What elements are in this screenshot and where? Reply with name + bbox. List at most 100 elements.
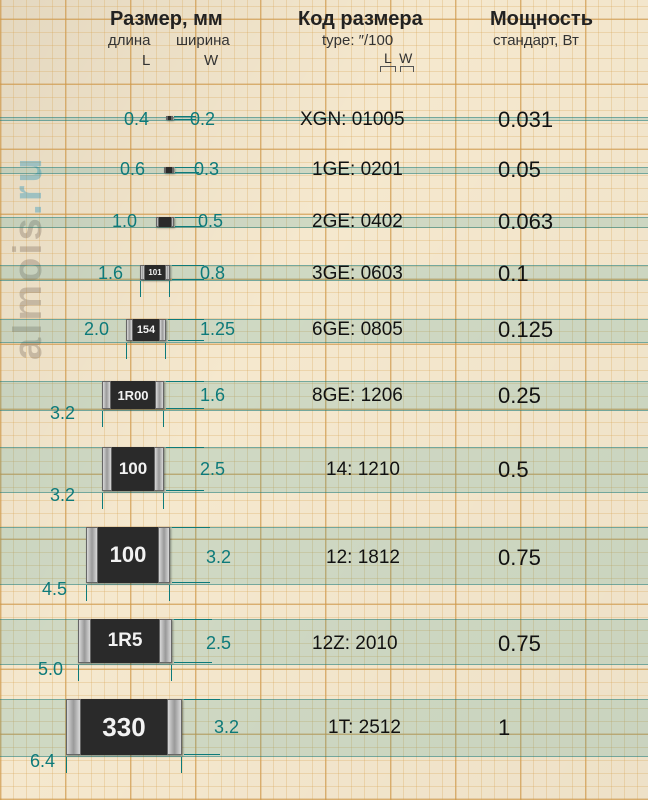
width-value: 0.5 [198, 211, 223, 232]
dimension-length [126, 343, 166, 351]
width-value: 3.2 [214, 717, 239, 738]
resistor-chip [156, 217, 174, 227]
table-row: 1R00 3.2 1.6 8GE: 1206 0.25 [0, 367, 648, 431]
table-row: 100 3.2 2.5 14: 1210 0.5 [0, 437, 648, 513]
content: Размер, мм длина ширина L W Код размера … [0, 0, 648, 800]
table-row: 101 1.6 0.8 3GE: 0603 0.1 [0, 247, 648, 301]
dimension-length [86, 585, 170, 593]
dimension-width [174, 116, 186, 120]
dimension-length [140, 281, 170, 289]
header-power-sub: стандарт, Вт [493, 32, 579, 49]
header-LW: L W [384, 50, 414, 66]
dimension-length [78, 665, 172, 673]
size-code: 14: 1210 [326, 459, 400, 481]
header-code-title: Код размера [298, 8, 423, 31]
resistor-chip: 100 [86, 527, 170, 583]
size-code: 12Z: 2010 [312, 633, 398, 655]
header-L: L [142, 52, 150, 69]
size-code: XGN: 01005 [300, 109, 405, 131]
power-value: 0.25 [498, 383, 541, 409]
length-value: 3.2 [50, 485, 75, 506]
chip-label: 100 [119, 459, 147, 479]
width-value: 0.2 [190, 109, 215, 130]
size-code: 12: 1812 [326, 547, 400, 569]
size-code: 6GE: 0805 [312, 319, 403, 341]
length-value: 3.2 [50, 403, 75, 424]
power-value: 0.75 [498, 631, 541, 657]
power-value: 0.125 [498, 317, 553, 343]
table-row: 100 4.5 3.2 12: 1812 0.75 [0, 519, 648, 605]
length-value: 5.0 [38, 659, 63, 680]
power-value: 0.5 [498, 457, 529, 483]
power-value: 0.063 [498, 209, 553, 235]
size-code: 8GE: 1206 [312, 385, 403, 407]
dimension-width [175, 167, 189, 173]
dimension-width [168, 319, 194, 341]
width-value: 0.8 [200, 263, 225, 284]
chip-label: 1R00 [117, 388, 148, 403]
dimension-width [166, 381, 194, 409]
header-W: W [204, 52, 218, 69]
width-value: 2.5 [206, 633, 231, 654]
dimension-width [174, 619, 202, 663]
power-value: 0.031 [498, 107, 553, 133]
resistor-chip [166, 116, 173, 120]
table-row: 1.0 0.5 2GE: 0402 0.063 [0, 193, 648, 248]
length-value: 4.5 [42, 579, 67, 600]
width-value: 1.25 [200, 319, 235, 340]
row-highlight [0, 447, 648, 493]
table-row: 0.6 0.3 1GE: 0201 0.05 [0, 141, 648, 194]
dimension-width [184, 699, 210, 755]
resistor-chip: 1R5 [78, 619, 172, 663]
header-size-title: Размер, мм [110, 8, 223, 31]
size-code: 1T: 2512 [328, 717, 401, 739]
power-value: 0.05 [498, 157, 541, 183]
power-value: 0.1 [498, 261, 529, 287]
chip-label: 330 [102, 712, 145, 743]
length-value: 0.4 [124, 109, 149, 130]
header-power-title: Мощность [490, 8, 593, 31]
table-row: 0.4 0.2 XGN: 01005 0.031 [0, 87, 648, 141]
chip-label: 101 [148, 268, 161, 277]
dimension-width [175, 217, 193, 227]
chip-label: 1R5 [108, 630, 143, 652]
dimension-length [66, 757, 182, 765]
size-code: 1GE: 0201 [312, 159, 403, 181]
header: Размер, мм длина ширина L W Код размера … [0, 4, 648, 82]
dimension-width [166, 447, 194, 491]
resistor-chip: 154 [126, 319, 166, 341]
size-code: 2GE: 0402 [312, 211, 403, 233]
resistor-chip: 100 [102, 447, 164, 491]
power-value: 0.75 [498, 545, 541, 571]
length-value: 2.0 [84, 319, 109, 340]
table-row: 330 6.4 3.2 1T: 2512 1 [0, 691, 648, 777]
chip-label: 100 [110, 542, 147, 568]
width-value: 0.3 [194, 159, 219, 180]
dimension-length [102, 493, 164, 501]
header-len-sub: длина [108, 32, 151, 49]
table-row: 1R5 5.0 2.5 12Z: 2010 0.75 [0, 611, 648, 685]
rows-container: 0.4 0.2 XGN: 01005 0.031 0.6 0.3 1GE: 0201 0.05… [0, 75, 648, 800]
resistor-chip: 1R00 [102, 381, 164, 409]
width-value: 3.2 [206, 547, 231, 568]
chip-label: 154 [137, 324, 155, 336]
width-value: 1.6 [200, 385, 225, 406]
width-value: 2.5 [200, 459, 225, 480]
bracket-L [380, 66, 396, 72]
length-value: 1.0 [112, 211, 137, 232]
resistor-chip: 330 [66, 699, 182, 755]
power-value: 1 [498, 715, 510, 741]
resistor-chip [164, 167, 174, 173]
resistor-chip: 101 [140, 265, 170, 280]
header-code-sub: type: ″/100 [322, 32, 393, 49]
bracket-W [400, 66, 414, 72]
dimension-length [102, 411, 164, 419]
header-wid-sub: ширина [176, 32, 230, 49]
length-value: 6.4 [30, 751, 55, 772]
size-code: 3GE: 0603 [312, 263, 403, 285]
table-row: 154 2.0 1.25 6GE: 0805 0.125 [0, 303, 648, 363]
length-value: 0.6 [120, 159, 145, 180]
dimension-width [172, 527, 200, 583]
dimension-width [172, 265, 194, 280]
length-value: 1.6 [98, 263, 123, 284]
